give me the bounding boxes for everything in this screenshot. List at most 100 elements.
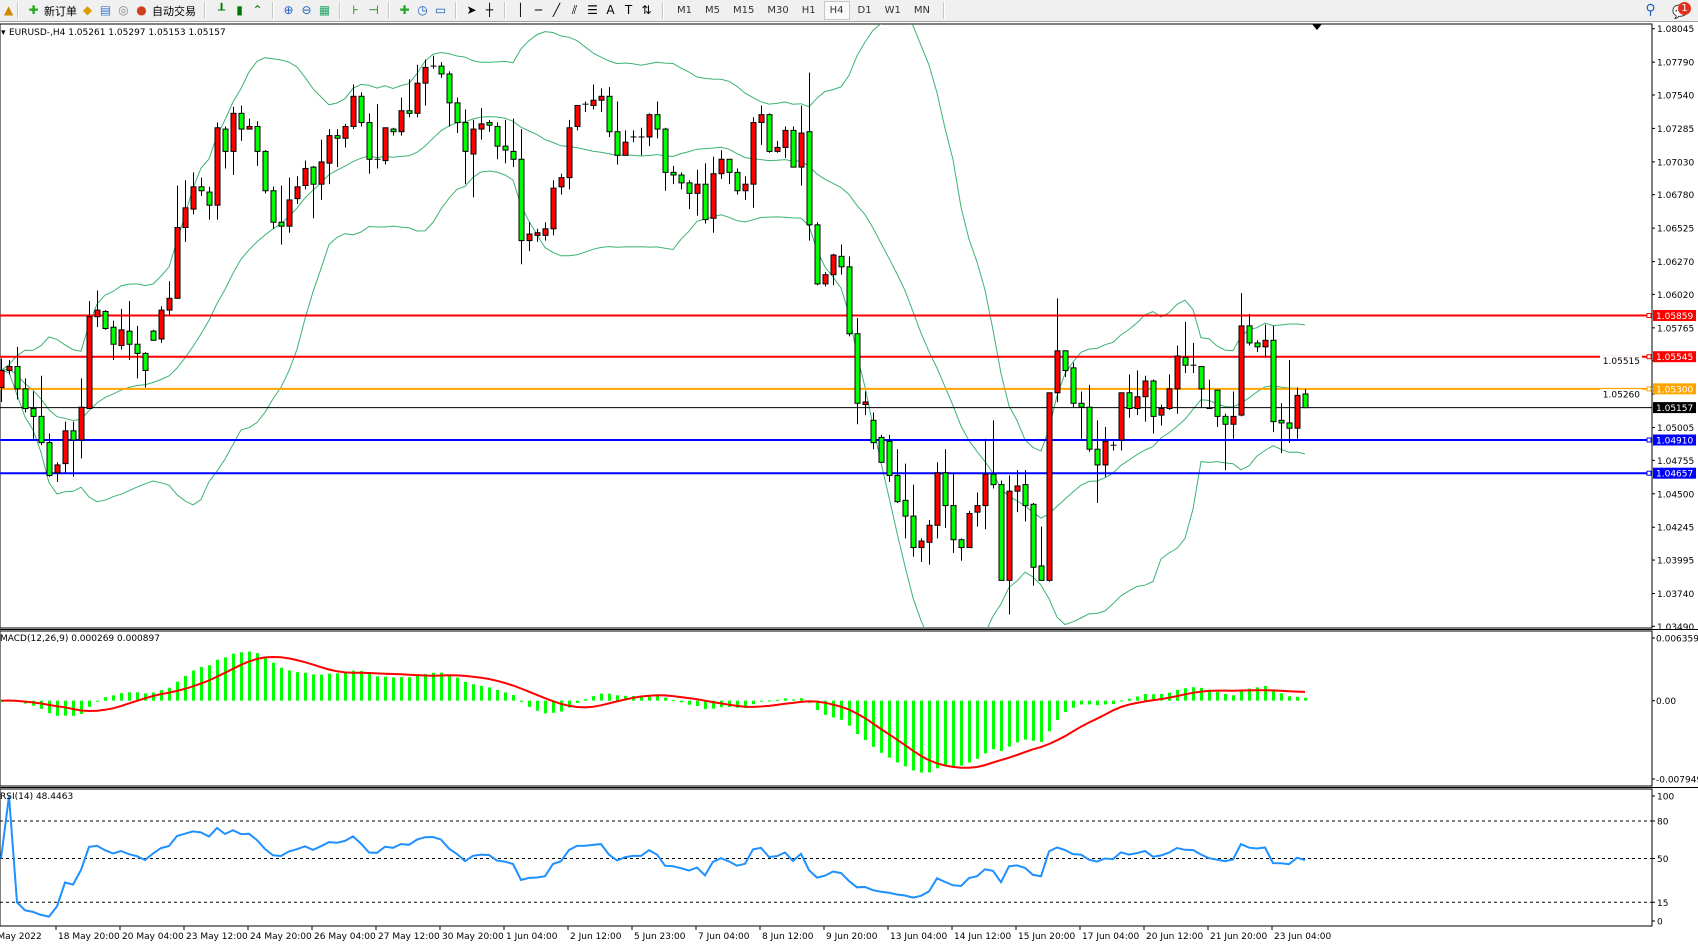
macd-histogram-bar [984,700,987,754]
candle-body [302,167,309,186]
chart-dropdown-icon[interactable]: ▲ [4,3,14,17]
candle [766,113,773,153]
candle-body [438,65,445,75]
candle [1062,350,1069,378]
timeframe-mn[interactable]: MN [913,5,930,16]
trendline-icon[interactable]: ╱ [552,3,561,17]
candle-body [1198,366,1205,390]
gold-bar-icon[interactable]: ◆ [82,3,93,17]
macd-histogram-bar [696,700,699,706]
macd-histogram-bar [648,695,651,701]
candle-body [78,406,85,441]
chart-shift-icon[interactable]: ⊣ [368,3,379,17]
horizontal-line-icon[interactable]: ─ [534,3,543,17]
candle-body [806,131,813,226]
candle-body [1246,325,1253,344]
bar-chart-icon[interactable]: ┸ [217,3,226,17]
arrows-icon[interactable]: ⇅ [641,3,652,17]
candle [942,449,949,528]
price-tick-label: 1.03995 [1657,557,1694,567]
candle [1126,374,1133,418]
macd-histogram-bar [904,700,907,767]
time-label: 13 Jun 04:00 [890,932,947,942]
fibonacci-icon[interactable]: ☰ [587,3,598,17]
candle [54,462,61,482]
candle-body [110,326,117,345]
candle-body [30,408,37,417]
line-chart-icon[interactable]: ⌃ [252,3,263,17]
tile-windows-icon[interactable]: ▦ [318,3,331,17]
candle-body [454,102,461,124]
price-level-tag [1653,351,1696,363]
channel-icon[interactable]: ⫽ [571,3,578,17]
macd-histogram-bar [840,700,843,720]
macd-histogram-bar [880,700,883,753]
candle [254,121,261,166]
notifications-button[interactable]: 💬 1 [1672,1,1692,20]
timeframe-m15[interactable]: M15 [733,5,755,16]
navigator-icon[interactable]: ▤ [99,3,112,17]
timeframe-h4[interactable]: H4 [823,1,850,20]
candle-body [598,95,605,101]
candle-body [1094,448,1101,466]
candle-body [550,187,557,230]
candle [798,105,805,186]
candle-body [998,484,1005,581]
zoom-in-icon[interactable]: ⊕ [283,3,294,17]
indicators-icon[interactable]: ✚ [399,3,410,17]
search-icon[interactable]: ⚲ [1645,2,1656,18]
zoom-out-icon[interactable]: ⊖ [301,3,312,17]
macd-histogram-bar [752,700,755,705]
timeframe-w1[interactable]: W1 [884,5,901,16]
main-chart-panel [0,23,1653,629]
candle [198,177,205,196]
chart-window[interactable]: 1.08045 1.07790 1.07540 1.07285 1.07030 1.067… [0,22,1698,944]
periods-clock-icon[interactable]: ◷ [417,3,428,17]
price-level-label: 1.04657 [1656,470,1693,480]
templates-icon[interactable]: ▭ [434,3,447,17]
rsi-axis-label: 15 [1657,899,1668,909]
cursor-icon[interactable]: ➤ [466,3,477,17]
macd-histogram-bar [992,700,995,750]
timeframe-d1[interactable]: D1 [857,5,872,16]
timeframe-h1[interactable]: H1 [801,5,816,16]
text-icon[interactable]: A [606,3,615,17]
timeframe-m1[interactable]: M1 [677,5,692,16]
vertical-line-icon[interactable]: │ [516,3,525,17]
candle-body [238,112,245,130]
candle [142,352,149,388]
macd-histogram-bar [1016,700,1019,743]
candle-body [350,95,357,127]
macd-histogram-bar [160,690,163,701]
macd-histogram-bar [584,699,587,701]
candle-body [158,309,165,340]
candle-body [414,82,421,114]
macd-histogram-bar [1056,700,1059,720]
price-level-label: 1.05859 [1656,312,1693,322]
crosshair-icon[interactable]: ┼ [485,3,494,17]
candle-body [862,401,869,406]
candle [638,127,645,156]
candlestick-icon[interactable]: ▮ [236,3,243,17]
candle [710,156,717,233]
timeframe-m5[interactable]: M5 [705,5,720,16]
price-tick-label: 1.04755 [1657,457,1694,467]
signals-icon[interactable]: ◎ [118,3,129,17]
candle [1046,392,1053,582]
price-tick-label: 1.06525 [1657,225,1694,235]
candle [222,126,229,169]
candle-body [382,127,389,162]
time-label: 24 May 20:00 [250,932,312,942]
auto-trading-button[interactable]: 自动交易 [152,4,196,18]
new-order-button[interactable]: 新订单 [44,4,77,18]
candle-body [1166,388,1173,410]
text-label-icon[interactable]: T [624,3,633,17]
macd-histogram-bar [472,684,475,701]
time-label: 23 May 12:00 [186,932,248,942]
macd-histogram-bar [744,700,747,708]
candle-body [54,464,61,474]
timeframe-m30[interactable]: M30 [767,5,789,16]
macd-histogram-bar [1288,696,1291,701]
candle [918,538,925,563]
auto-scroll-icon[interactable]: ⊦ [352,3,359,17]
